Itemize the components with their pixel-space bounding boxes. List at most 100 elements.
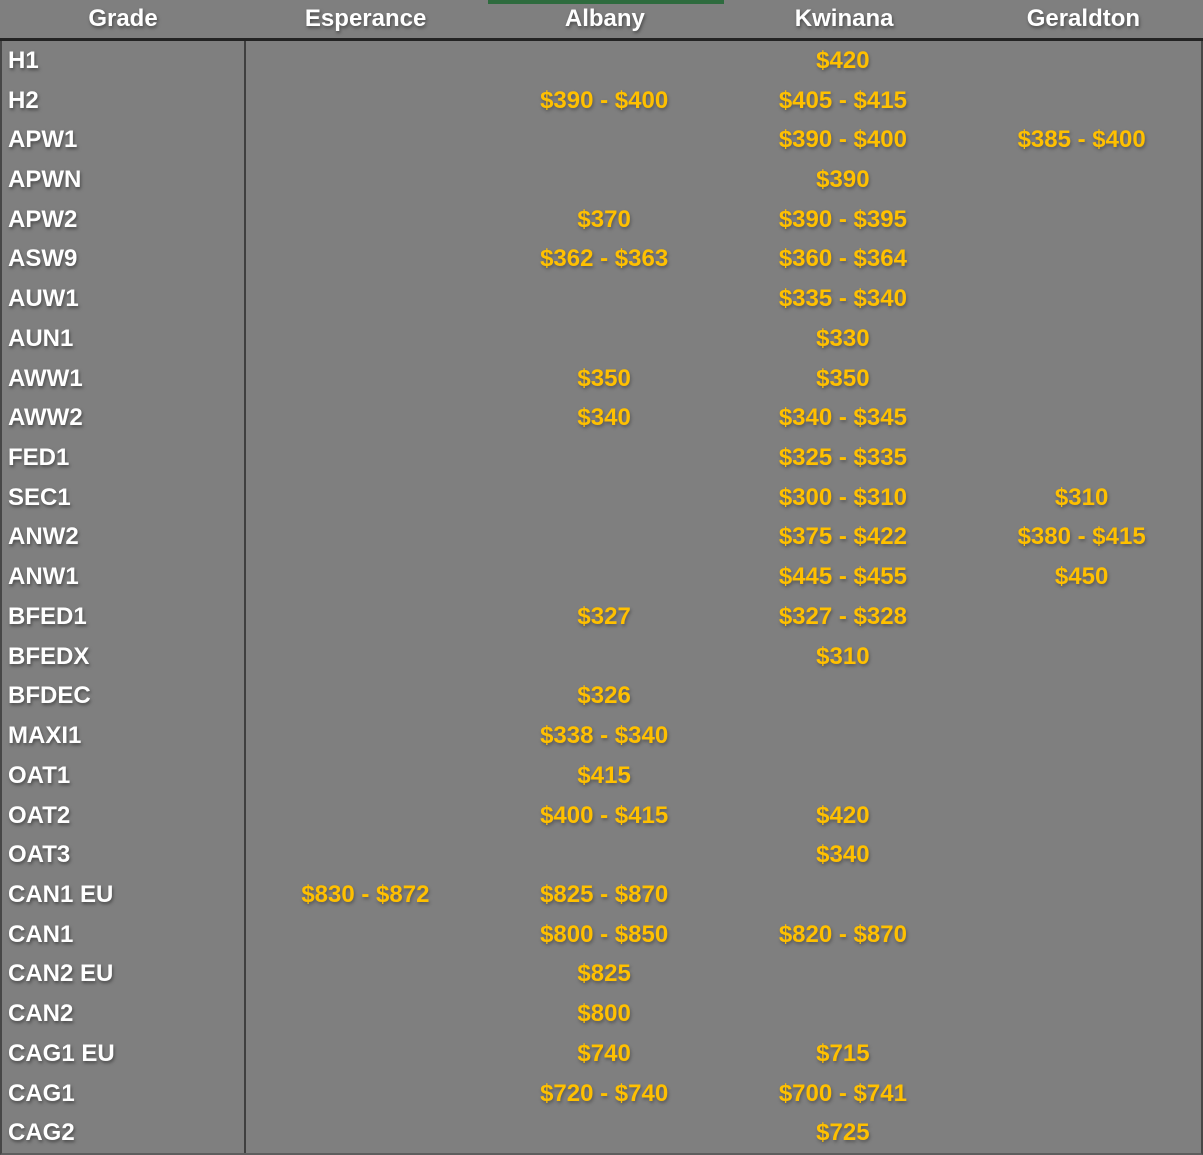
kwinana-price-cell: $350 xyxy=(816,364,870,392)
table-row: SEC1 $300 - $310 $310 xyxy=(2,477,1201,518)
kwinana-price-cell: $375 - $422 xyxy=(778,523,907,551)
kwinana-price-cell: $300 - $310 xyxy=(778,483,907,511)
grade-cell: CAG1 xyxy=(2,1073,246,1114)
kwinana-price-cell: $340 xyxy=(816,841,870,869)
kwinana-price-cell: $390 - $400 xyxy=(778,126,907,154)
albany-price-cell: $825 - $870 xyxy=(540,880,669,908)
albany-price-cell: $415 xyxy=(577,761,631,789)
grade-cell: CAN1 EU xyxy=(2,875,246,915)
table-row: ASW9 $362 - $363 $360 - $364 xyxy=(2,239,1201,280)
table-row: ANW1 $445 - $455 $450 xyxy=(2,557,1201,598)
table-row: MAXI1 $338 - $340 xyxy=(2,716,1201,756)
grade-cell: ANW2 xyxy=(2,517,246,558)
grade-cell: AUN1 xyxy=(2,319,246,359)
albany-price-cell: $800 - $850 xyxy=(540,920,669,948)
grade-cell: BFDEC xyxy=(2,676,246,717)
kwinana-price-cell: $310 xyxy=(816,642,870,670)
table-row: APW1 $390 - $400 $385 - $400 xyxy=(2,120,1201,161)
table-row: CAG1 $720 - $740 $700 - $741 xyxy=(2,1073,1201,1114)
table-row: CAN2 EU $825 xyxy=(2,954,1201,995)
table-row: OAT3 $340 xyxy=(2,835,1201,876)
kwinana-price-cell: $325 - $335 xyxy=(778,444,907,472)
geraldton-price-cell: $450 xyxy=(1054,563,1109,591)
kwinana-price-cell: $715 xyxy=(816,1039,870,1067)
geraldton-price-cell: $380 - $415 xyxy=(1017,523,1146,551)
kwinana-price-cell: $820 - $870 xyxy=(778,920,907,948)
table-row: CAG1 EU $740 $715 xyxy=(2,1033,1201,1074)
table-row: H1 $420 xyxy=(2,41,1201,81)
kwinana-price-cell: $725 xyxy=(816,1119,870,1147)
grade-cell: CAN2 EU xyxy=(2,954,246,995)
column-header-grade: Grade xyxy=(88,5,158,32)
grade-cell: APW1 xyxy=(2,120,246,161)
grade-cell: H1 xyxy=(2,41,246,81)
albany-price-cell: $370 xyxy=(577,205,631,233)
albany-price-cell: $326 xyxy=(577,682,631,710)
grade-cell: H2 xyxy=(2,80,246,121)
table-row: AWW2 $340 $340 - $345 xyxy=(2,398,1201,439)
table-row: CAG2 $725 xyxy=(2,1113,1201,1154)
column-header-esperance: Esperance xyxy=(304,5,427,32)
table-row: H2 $390 - $400 $405 - $415 xyxy=(2,80,1201,121)
grade-cell: FED1 xyxy=(2,438,246,478)
table-row: APW2 $370 $390 - $395 xyxy=(2,199,1201,240)
albany-price-cell: $740 xyxy=(577,1039,631,1067)
grade-cell: APWN xyxy=(2,160,246,200)
grade-cell: BFEDX xyxy=(2,636,246,677)
albany-price-cell: $362 - $363 xyxy=(540,245,669,273)
grade-cell: AWW1 xyxy=(2,358,246,399)
grade-cell: OAT2 xyxy=(2,795,246,836)
table-row: OAT1 $415 xyxy=(2,755,1201,796)
albany-price-cell: $350 xyxy=(577,364,631,392)
geraldton-price-cell: $385 - $400 xyxy=(1017,126,1146,154)
kwinana-price-cell: $360 - $364 xyxy=(778,245,907,273)
grade-cell: BFED1 xyxy=(2,597,246,637)
table-row: BFEDX $310 xyxy=(2,636,1201,677)
table-row: BFED1 $327 $327 - $328 xyxy=(2,597,1201,637)
grade-cell: APW2 xyxy=(2,199,246,240)
kwinana-price-cell: $340 - $345 xyxy=(778,404,907,432)
table-header-row: Grade Esperance Albany Kwinana Geraldton xyxy=(0,0,1203,41)
albany-price-cell: $720 - $740 xyxy=(540,1079,669,1107)
grade-cell: CAG2 xyxy=(2,1113,246,1154)
grade-cell: OAT1 xyxy=(2,755,246,796)
table-row: AUW1 $335 - $340 xyxy=(2,279,1201,320)
kwinana-price-cell: $330 xyxy=(816,324,870,352)
grade-cell: MAXI1 xyxy=(2,716,246,756)
column-header-albany: Albany xyxy=(564,5,645,32)
esperance-price-cell: $830 - $872 xyxy=(301,880,430,908)
grade-cell: CAN2 xyxy=(2,994,246,1034)
table-row: CAN1 $800 - $850 $820 - $870 xyxy=(2,914,1201,955)
albany-price-cell: $327 xyxy=(577,602,631,630)
table-row: CAN2 $800 xyxy=(2,994,1201,1034)
kwinana-price-cell: $390 - $395 xyxy=(778,205,907,233)
table-row: ANW2 $375 - $422 $380 - $415 xyxy=(2,517,1201,558)
table-row: AUN1 $330 xyxy=(2,319,1201,359)
albany-price-cell: $338 - $340 xyxy=(540,722,669,750)
kwinana-price-cell: $327 - $328 xyxy=(778,602,907,630)
grade-cell: ANW1 xyxy=(2,557,246,598)
albany-price-cell: $800 xyxy=(577,1000,631,1028)
kwinana-price-cell: $700 - $741 xyxy=(778,1079,907,1107)
grade-cell: AUW1 xyxy=(2,279,246,320)
kwinana-price-cell: $445 - $455 xyxy=(778,563,907,591)
geraldton-price-cell: $310 xyxy=(1054,483,1109,511)
grade-cell: ASW9 xyxy=(2,239,246,280)
top-accent-strip xyxy=(488,0,724,4)
grade-cell: CAN1 xyxy=(2,914,246,955)
table-row: FED1 $325 - $335 xyxy=(2,438,1201,478)
albany-price-cell: $825 xyxy=(577,960,631,988)
table-row: BFDEC $326 xyxy=(2,676,1201,717)
albany-price-cell: $390 - $400 xyxy=(540,86,669,114)
kwinana-price-cell: $420 xyxy=(816,46,870,74)
table-row: APWN $390 xyxy=(2,160,1201,200)
grade-cell: AWW2 xyxy=(2,398,246,439)
grade-cell: OAT3 xyxy=(2,835,246,876)
table-row: AWW1 $350 $350 xyxy=(2,358,1201,399)
table-row: OAT2 $400 - $415 $420 xyxy=(2,795,1201,836)
kwinana-price-cell: $335 - $340 xyxy=(778,285,907,313)
table-body: H1 $420 H2 $390 - $400 $405 - $415 APW1 … xyxy=(0,41,1203,1155)
albany-price-cell: $400 - $415 xyxy=(540,801,669,829)
grade-cell: SEC1 xyxy=(2,477,246,518)
